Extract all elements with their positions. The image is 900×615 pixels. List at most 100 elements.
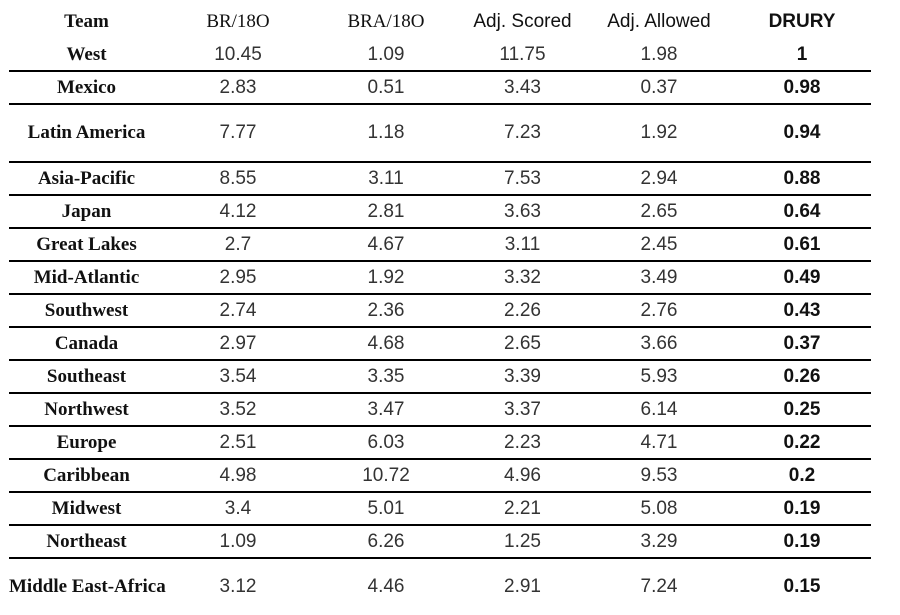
cell-bra: 4.46 [367, 576, 405, 597]
cell-drury: 0.37 [783, 332, 821, 354]
cell-team: Europe [56, 431, 117, 453]
cell-team: Midwest [51, 497, 122, 519]
cell-drury: 0.98 [783, 76, 821, 98]
cell-drury: 0.88 [783, 167, 821, 189]
cell-br: 2.7 [224, 233, 252, 255]
cell-br: 3.54 [219, 365, 257, 387]
cell-adj-scored: 3.32 [504, 266, 541, 288]
cell-team: Middle East-Africa [9, 576, 166, 597]
cell-drury: 0.43 [783, 299, 821, 321]
cell-adj-scored: 3.11 [504, 233, 541, 255]
cell-bra: 4.67 [367, 233, 405, 255]
cell-team: Asia-Pacific [37, 167, 136, 189]
cell-br: 8.55 [219, 167, 257, 189]
cell-adj-scored: 11.75 [499, 43, 546, 65]
cell-adj-allowed: 5.93 [640, 365, 678, 387]
table-row: Southeast 3.54 3.35 3.39 5.93 0.26 [9, 360, 871, 393]
cell-drury: 0.26 [783, 365, 821, 387]
cell-team: Southeast [46, 365, 127, 387]
cell-adj-allowed: 1.92 [640, 122, 678, 143]
cell-adj-scored: 4.96 [504, 464, 541, 486]
cell-team: Northwest [44, 398, 129, 420]
header-bra: BRA/18O [347, 10, 425, 32]
cell-drury: 0.22 [783, 431, 821, 453]
cell-bra: 1.92 [367, 266, 405, 288]
cell-adj-allowed: 4.71 [640, 431, 678, 453]
cell-br: 2.51 [219, 431, 257, 453]
table-header: Team BR/18O BRA/18O Adj. Scored Adj. All… [9, 4, 871, 39]
cell-adj-scored: 3.39 [504, 365, 541, 387]
cell-team: Mexico [56, 76, 117, 98]
cell-team: Great Lakes [36, 233, 137, 255]
cell-br: 3.52 [219, 398, 257, 420]
cell-adj-scored: 3.43 [504, 76, 541, 98]
cell-br: 4.12 [219, 200, 257, 222]
cell-team: Canada [54, 332, 119, 354]
cell-br: 7.77 [219, 122, 257, 143]
table-row: Europe 2.51 6.03 2.23 4.71 0.22 [9, 426, 871, 459]
header-row: Team BR/18O BRA/18O Adj. Scored Adj. All… [9, 4, 871, 39]
table-row: Midwest 3.4 5.01 2.21 5.08 0.19 [9, 492, 871, 525]
table-row: Canada 2.97 4.68 2.65 3.66 0.37 [9, 327, 871, 360]
cell-adj-scored: 1.25 [504, 530, 541, 552]
cell-br: 3.12 [219, 576, 257, 597]
cell-adj-scored: 2.23 [504, 431, 541, 453]
cell-bra: 3.47 [367, 398, 405, 420]
cell-bra: 3.11 [368, 167, 404, 189]
table-row: Caribbean 4.98 10.72 4.96 9.53 0.2 [9, 459, 871, 492]
table-body: West 10.45 1.09 11.75 1.98 1 Mexico 2.83 0.51 3.4… [9, 39, 871, 615]
cell-bra: 10.72 [362, 464, 410, 486]
cell-adj-scored: 7.23 [504, 122, 541, 143]
table-row: Asia-Pacific 8.55 3.11 7.53 2.94 0.88 [9, 162, 871, 195]
cell-bra: 0.51 [367, 76, 405, 98]
cell-adj-scored: 3.37 [504, 398, 541, 420]
cell-drury: 0.25 [783, 398, 821, 420]
cell-adj-allowed: 3.29 [640, 530, 678, 552]
cell-adj-allowed: 7.24 [640, 576, 678, 597]
cell-adj-scored: 2.26 [504, 299, 541, 321]
cell-bra: 3.35 [367, 365, 405, 387]
cell-drury: 1 [796, 43, 808, 65]
cell-bra: 2.81 [367, 200, 405, 222]
cell-adj-allowed: 3.49 [640, 266, 678, 288]
cell-adj-allowed: 9.53 [640, 464, 678, 486]
cell-adj-allowed: 0.37 [640, 76, 678, 98]
cell-team: West [66, 43, 107, 65]
cell-team: Caribbean [43, 464, 130, 486]
cell-adj-scored: 2.21 [504, 497, 541, 519]
cell-bra: 4.68 [367, 332, 405, 354]
cell-bra: 2.36 [367, 299, 405, 321]
header-br: BR/18O [206, 10, 270, 32]
cell-bra: 5.01 [367, 497, 405, 519]
cell-br: 2.97 [219, 332, 257, 354]
rankings-table: Team BR/18O BRA/18O Adj. Scored Adj. All… [9, 4, 871, 615]
cell-adj-allowed: 2.94 [640, 167, 678, 189]
table-row: Northeast 1.09 6.26 1.25 3.29 0.19 [9, 525, 871, 558]
cell-drury: 0.49 [783, 266, 821, 288]
cell-adj-scored: 2.65 [504, 332, 541, 354]
cell-drury: 0.15 [783, 576, 821, 597]
cell-adj-allowed: 3.66 [640, 332, 678, 354]
table-row: Mid-Atlantic 2.95 1.92 3.32 3.49 0.49 [9, 261, 871, 294]
header-team: Team [64, 10, 109, 32]
cell-bra: 1.09 [367, 43, 405, 65]
table-row: Great Lakes 2.7 4.67 3.11 2.45 0.61 [9, 228, 871, 261]
cell-drury: 0.19 [783, 497, 821, 519]
cell-br: 10.45 [214, 43, 262, 65]
cell-drury: 0.61 [783, 233, 821, 255]
table-row: Latin America 7.77 1.18 7.23 1.92 0.94 [9, 104, 871, 162]
cell-adj-allowed: 5.08 [640, 497, 678, 519]
table-row: Southwest 2.74 2.36 2.26 2.76 0.43 [9, 294, 871, 327]
cell-team: Mid-Atlantic [33, 266, 140, 288]
cell-br: 2.74 [219, 299, 257, 321]
cell-br: 2.83 [219, 76, 257, 98]
cell-adj-allowed: 2.76 [640, 299, 678, 321]
table-row: Middle East-Africa 3.12 4.46 2.91 7.24 0.15 [9, 558, 871, 615]
cell-adj-scored: 2.91 [504, 576, 541, 597]
cell-adj-allowed: 6.14 [640, 398, 678, 420]
cell-bra: 6.03 [367, 431, 405, 453]
cell-adj-scored: 7.53 [504, 167, 541, 189]
cell-adj-scored: 3.63 [504, 200, 541, 222]
cell-bra: 6.26 [367, 530, 405, 552]
cell-drury: 0.19 [783, 530, 821, 552]
